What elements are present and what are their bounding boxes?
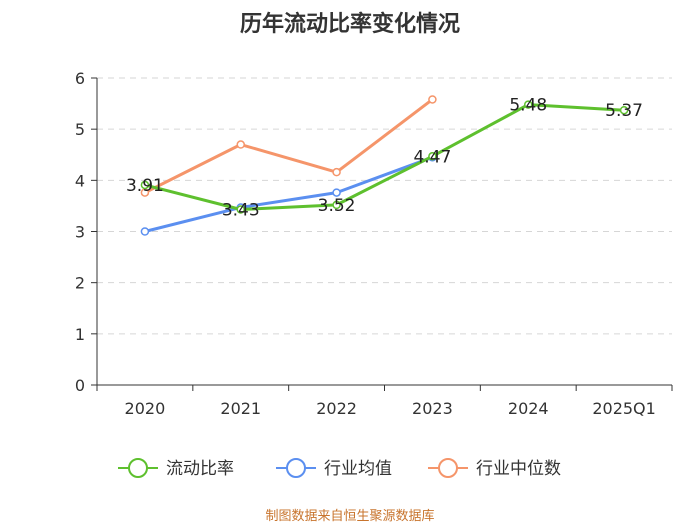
data-point [524, 100, 533, 109]
data-point [428, 95, 437, 104]
data-point [236, 205, 245, 214]
series-line [144, 103, 625, 211]
y-tick-label: 5 [75, 120, 85, 139]
y-tick-label: 6 [75, 69, 85, 88]
x-tick-label: 2020 [125, 399, 166, 418]
series-lines [140, 95, 629, 236]
data-point [236, 140, 245, 149]
x-tick-label: 2023 [412, 399, 453, 418]
gridlines [97, 77, 672, 335]
data-point [619, 105, 629, 115]
data-label: 5.37 [605, 101, 643, 121]
data-label: 4.47 [413, 147, 451, 167]
series-line [144, 155, 433, 233]
data-point [332, 167, 341, 177]
data-point [140, 180, 150, 190]
data-point [332, 200, 341, 210]
data-label: 3.52 [318, 196, 356, 216]
chart-title: 历年流动比率变化情况 [239, 12, 460, 37]
data-label: 5.48 [509, 96, 547, 116]
data-label: 3.43 [222, 200, 260, 220]
series-line [144, 98, 434, 194]
y-tick-label: 4 [75, 171, 85, 190]
y-tick-label: 2 [75, 274, 85, 293]
data-point [428, 152, 437, 161]
legend-label: 行业均值 [324, 459, 392, 479]
y-tick-label: 0 [75, 376, 85, 395]
legend-marker [286, 458, 306, 478]
y-tick-label: 1 [75, 325, 85, 344]
data-point [140, 227, 150, 236]
data-label: 3.91 [126, 176, 164, 196]
source-note: 制图数据来自恒生聚源数据库 [265, 509, 435, 524]
x-tick-label: 2025Q1 [592, 399, 656, 418]
legend-label: 流动比率 [166, 459, 234, 479]
x-tick-label: 2022 [316, 399, 357, 418]
legend-marker [128, 458, 148, 478]
axes: 0 1 2 3 4 5 6 2020 2021 2022 2023 2024 2025Q1 [75, 69, 673, 418]
x-tick-label: 2024 [508, 399, 549, 418]
data-labels: 3.91 3.43 3.52 4.47 5.48 5.37 [126, 96, 643, 221]
x-tick-label: 2021 [220, 399, 261, 418]
legend-label: 行业中位数 [476, 459, 561, 479]
legend: 流动比率 行业均值 行业中位数 [118, 458, 561, 479]
legend-marker [438, 458, 458, 478]
y-tick-label: 3 [75, 223, 85, 242]
data-point [332, 188, 341, 197]
